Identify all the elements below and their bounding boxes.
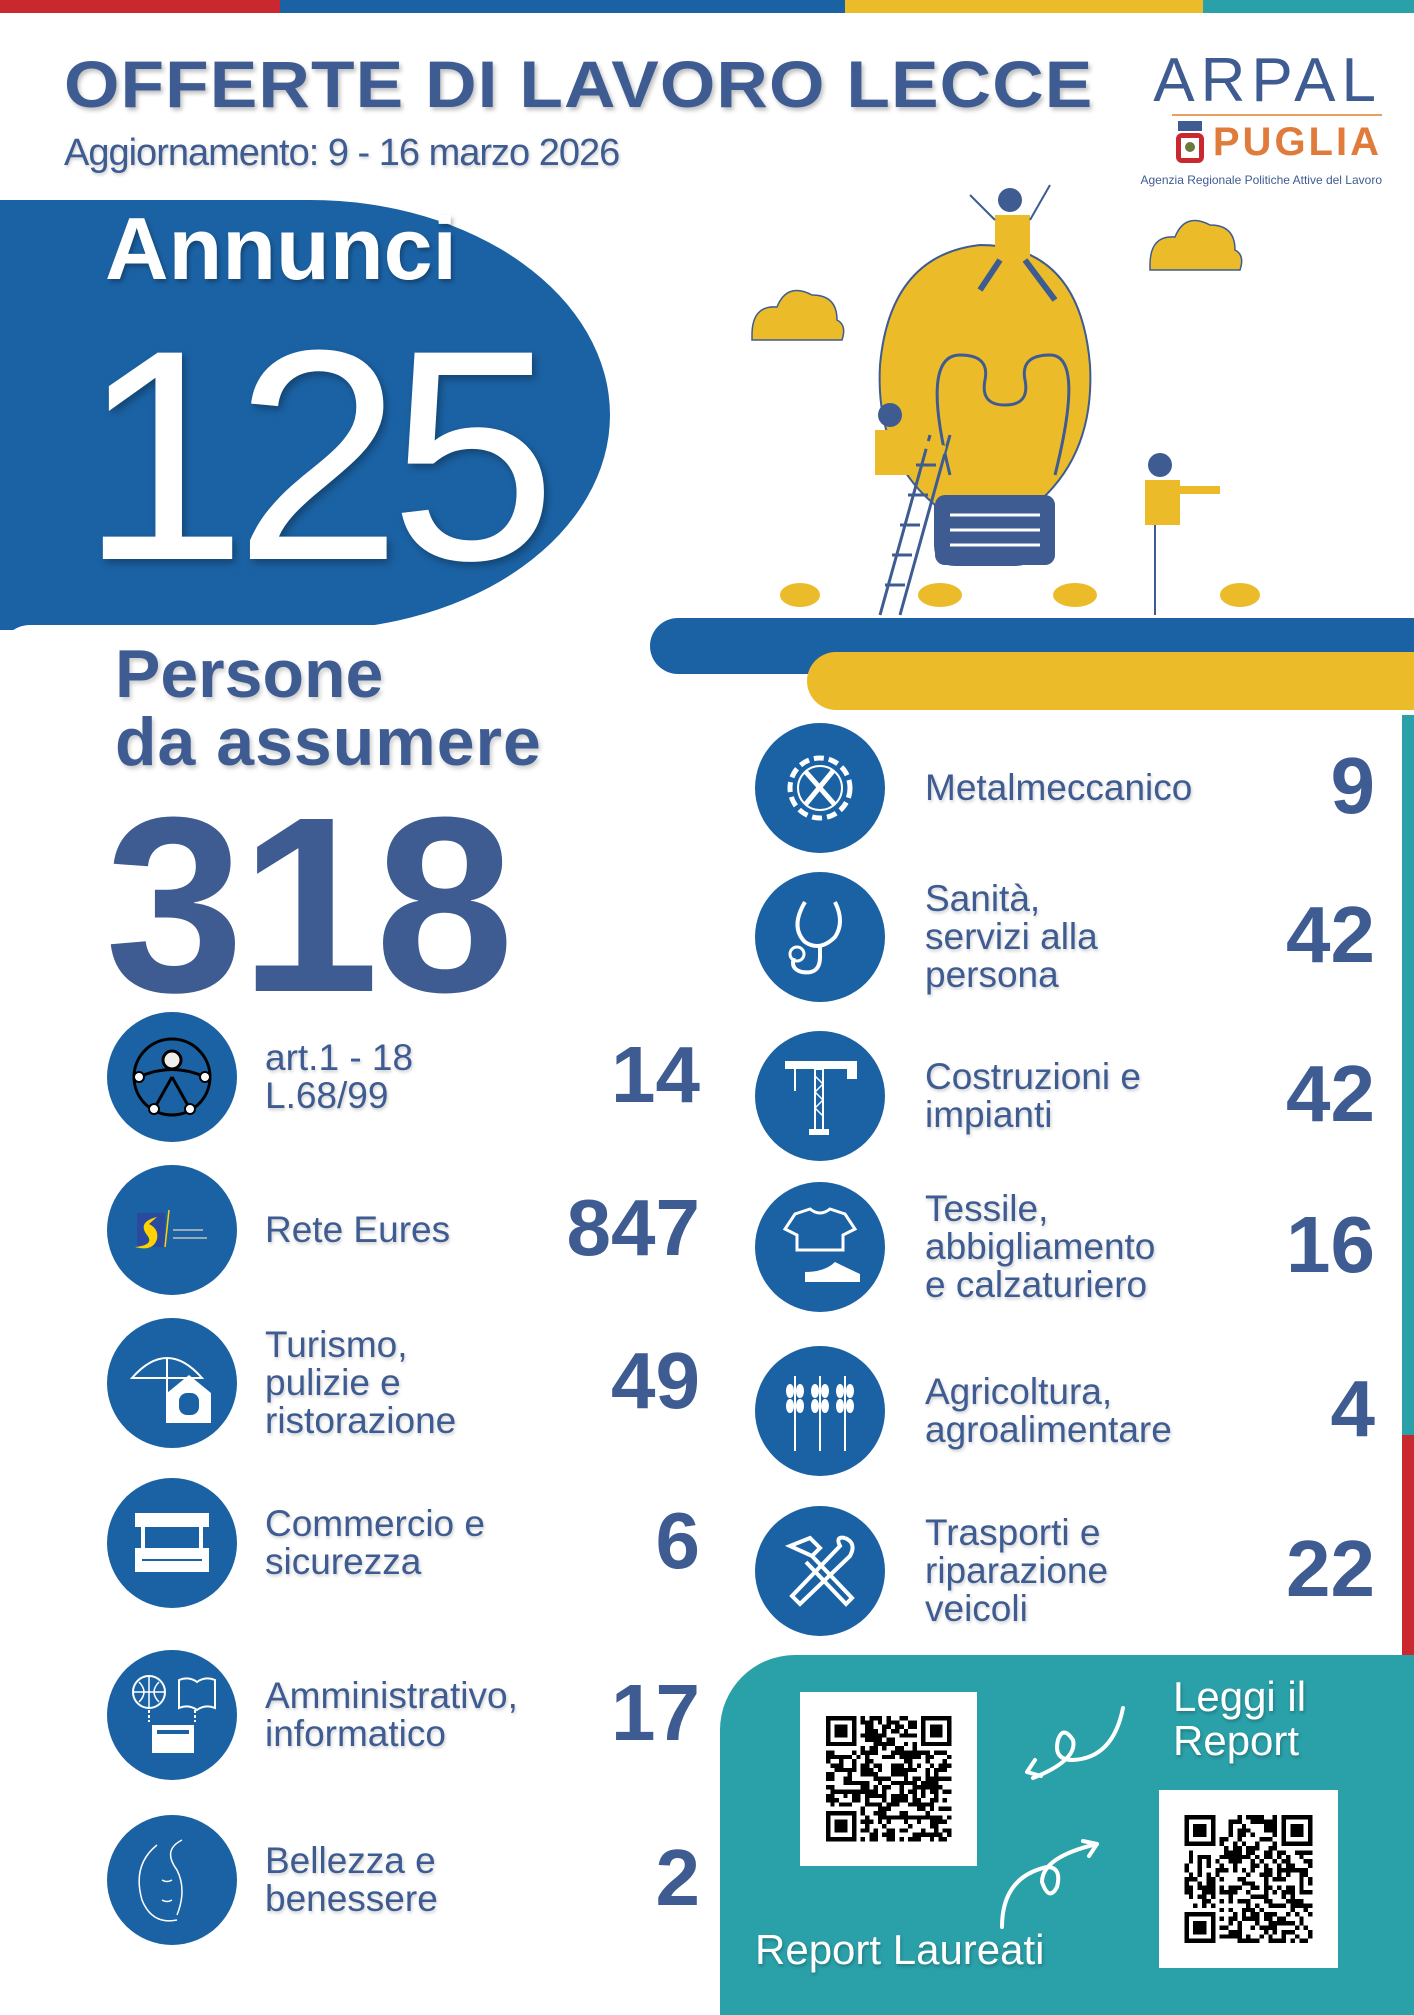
curly-arrow-left-icon: [1025, 1706, 1125, 1780]
sector-label: Agricoltura, agroalimentare: [925, 1371, 1172, 1450]
graduates-report-label: Report Laureati: [755, 1926, 1045, 1973]
sector-label: Costruzioni e impianti: [925, 1056, 1141, 1135]
puglia-crest-icon: [1175, 120, 1204, 163]
sector-label: Commercio e sicurezza: [265, 1503, 485, 1582]
eures-logo-badge: [107, 1165, 237, 1295]
page-title: OFFERTE DI LAVORO LECCE: [64, 47, 1094, 121]
update-date: Aggiornamento: 9 - 16 marzo 2026: [64, 132, 620, 174]
sector-count: 847: [566, 1183, 700, 1272]
persone-label-line1: Persone: [115, 636, 384, 712]
logo-puglia: PUGLIA: [1212, 120, 1382, 164]
sector-label: Trasporti e riparazione veicoli: [925, 1512, 1109, 1629]
wheat-icon: [786, 1376, 854, 1451]
gear-wrench-badge: [755, 723, 885, 853]
qr-code-report[interactable]: [800, 1692, 977, 1866]
face-icon: [138, 1839, 183, 1922]
decor-bar-yellow: [807, 652, 1414, 710]
sector-count: 42: [1286, 890, 1375, 979]
person-icon: [1145, 453, 1220, 615]
accessibility-icon: [132, 1037, 212, 1117]
tools-icon: [784, 1535, 855, 1607]
top-bar-teal: [1203, 0, 1414, 13]
read-report-label: Leggi il Report: [1173, 1673, 1307, 1764]
sector-label: Tessile, abbigliamento e calzaturiero: [925, 1188, 1156, 1305]
globe-book-computer-badge: [107, 1650, 237, 1780]
sector-count: 17: [611, 1668, 700, 1757]
persone-label-line2: da assumere: [115, 704, 542, 780]
sector-label: Rete Eures: [265, 1209, 451, 1250]
sector-label: Bellezza e benessere: [265, 1840, 438, 1919]
gear-wrench-icon: [787, 755, 853, 821]
content-card: [0, 625, 650, 705]
wheat-badge: [755, 1346, 885, 1476]
lightbulb-illustration: [751, 184, 1260, 616]
annunci-panel: [0, 200, 610, 630]
top-bar-blue: [280, 0, 845, 13]
person-icon: [875, 403, 947, 475]
bush-icon: [780, 583, 1260, 607]
face-badge: [107, 1815, 237, 1945]
market-stall-badge: [107, 1478, 237, 1608]
persone-label: Persone da assumere: [115, 640, 542, 776]
logo-arpal: ARPAL: [1153, 46, 1382, 115]
top-bar-red: [0, 0, 280, 13]
sector-count: 6: [655, 1496, 701, 1585]
sector-label: art.1 - 18 L.68/99: [265, 1037, 414, 1116]
umbrella-restaurant-badge: [107, 1318, 237, 1448]
edge-strip-red: [1402, 1435, 1414, 1660]
umbrella-restaurant-icon: [129, 1357, 211, 1423]
annunci-count: 125: [80, 287, 557, 623]
edge-strip-teal: [1402, 715, 1414, 1435]
sector-count: 22: [1286, 1524, 1375, 1613]
eures-logo-icon: [135, 1209, 207, 1249]
sector-count: 49: [611, 1336, 700, 1425]
shirt-shoe-icon: [782, 1207, 860, 1282]
stethoscope-icon: [788, 900, 842, 975]
accessibility-badge: [107, 1012, 237, 1142]
qr-pattern-icon: [1184, 1814, 1313, 1944]
market-stall-icon: [135, 1513, 209, 1572]
sector-label: Amministrativo, informatico: [265, 1675, 518, 1754]
sector-label: Metalmeccanico: [925, 767, 1193, 808]
arpal-puglia-logo: ARPAL PUGLIA Agenzia Regionale Politiche…: [1112, 50, 1382, 200]
logo-divider: [1172, 114, 1382, 116]
qr-pattern-icon: [825, 1716, 952, 1842]
cloud-icon: [751, 289, 845, 341]
persone-count: 318: [105, 765, 514, 1044]
curly-arrow-right-icon: [1000, 1839, 1099, 1929]
stethoscope-badge: [755, 872, 885, 1002]
qr-code-laureati[interactable]: [1159, 1790, 1338, 1968]
logo-tagline: Agenzia Regionale Politiche Attive del L…: [1140, 173, 1383, 187]
sector-count: 14: [611, 1030, 700, 1119]
globe-book-computer-icon: [132, 1675, 216, 1753]
sector-count: 16: [1286, 1200, 1375, 1289]
sector-label: Turismo, pulizie e ristorazione: [265, 1324, 457, 1441]
sector-count: 4: [1330, 1364, 1376, 1453]
shirt-shoe-badge: [755, 1182, 885, 1312]
sector-count: 2: [655, 1833, 701, 1922]
cloud-icon: [1149, 219, 1243, 271]
tools-badge: [755, 1506, 885, 1636]
person-icon: [969, 184, 1058, 302]
crane-icon: [785, 1061, 857, 1135]
sector-count: 42: [1286, 1049, 1375, 1138]
annunci-label: Annunci: [105, 199, 457, 298]
crane-badge: [755, 1031, 885, 1161]
top-bar-yellow: [845, 0, 1203, 13]
sector-count: 9: [1330, 741, 1376, 830]
sector-label: Sanità, servizi alla persona: [925, 878, 1098, 995]
